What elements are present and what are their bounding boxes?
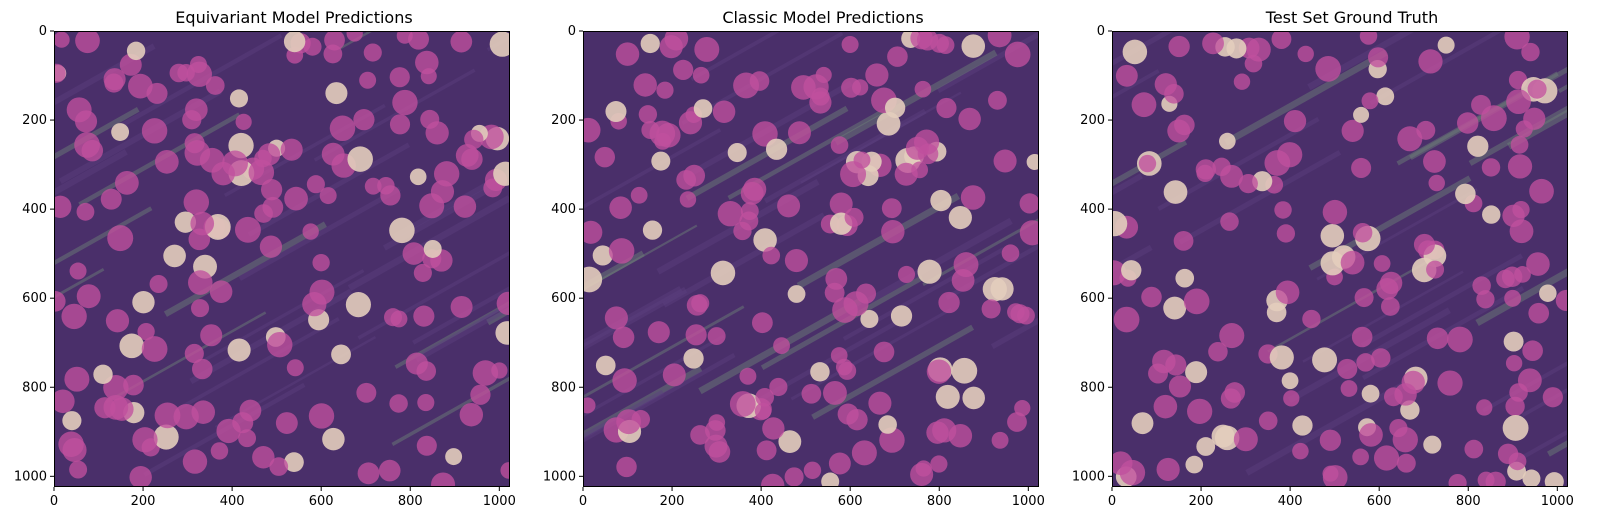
y-tick-label: 600 — [22, 291, 47, 306]
x-tick-label: 800 — [927, 494, 952, 509]
y-tick-label: 400 — [551, 202, 576, 217]
micrograph-image — [54, 31, 510, 487]
x-tick-label: 0 — [579, 494, 587, 509]
tissue-overlay — [584, 32, 1038, 486]
panel-title: Test Set Ground Truth — [1265, 8, 1439, 27]
x-tick-label: 200 — [660, 494, 685, 509]
x-tick-label: 600 — [838, 494, 863, 509]
y-tick-label: 0 — [568, 24, 576, 39]
y-tick-label: 800 — [551, 380, 576, 395]
tissue-overlay — [1113, 32, 1567, 486]
x-tick-label: 200 — [1189, 494, 1214, 509]
x-tick-label: 800 — [1456, 494, 1481, 509]
micrograph-image — [1112, 31, 1568, 487]
x-tick-label: 400 — [220, 494, 245, 509]
y-tick-label: 400 — [22, 202, 47, 217]
panel-equivariant: Equivariant Model Predictions 0 200 400 600… — [14, 0, 534, 521]
y-tick-label: 400 — [1080, 202, 1105, 217]
x-tick-label: 0 — [1108, 494, 1116, 509]
micrograph-image — [583, 31, 1039, 487]
y-tick-label: 0 — [1097, 24, 1105, 39]
y-tick-label: 800 — [1080, 380, 1105, 395]
x-tick-label: 400 — [749, 494, 774, 509]
y-tick-label: 1000 — [1072, 469, 1105, 484]
panel-title: Equivariant Model Predictions — [175, 8, 413, 27]
x-tick-label: 1000 — [1541, 494, 1574, 509]
y-tick-label: 1000 — [14, 469, 47, 484]
panel-ground-truth: Test Set Ground Truth 0 200 400 600 800 1000 0… — [1072, 0, 1592, 521]
panel-title: Classic Model Predictions — [722, 8, 924, 27]
x-tick-label: 600 — [1367, 494, 1392, 509]
y-tick-label: 600 — [551, 291, 576, 306]
x-tick-label: 600 — [309, 494, 334, 509]
y-tick-label: 200 — [1080, 113, 1105, 128]
panel-classic: Classic Model Predictions 0 200 400 600 800 1… — [543, 0, 1063, 521]
y-tick-label: 200 — [22, 113, 47, 128]
y-tick-label: 800 — [22, 380, 47, 395]
y-tick-label: 200 — [551, 113, 576, 128]
x-tick-label: 1000 — [483, 494, 516, 509]
y-tick-label: 1000 — [543, 469, 576, 484]
x-tick-label: 200 — [131, 494, 156, 509]
y-tick-label: 600 — [1080, 291, 1105, 306]
y-tick-label: 0 — [39, 24, 47, 39]
tissue-overlay — [55, 32, 509, 486]
x-tick-label: 800 — [398, 494, 423, 509]
x-tick-label: 0 — [50, 494, 58, 509]
x-tick-label: 1000 — [1012, 494, 1045, 509]
x-tick-label: 400 — [1278, 494, 1303, 509]
